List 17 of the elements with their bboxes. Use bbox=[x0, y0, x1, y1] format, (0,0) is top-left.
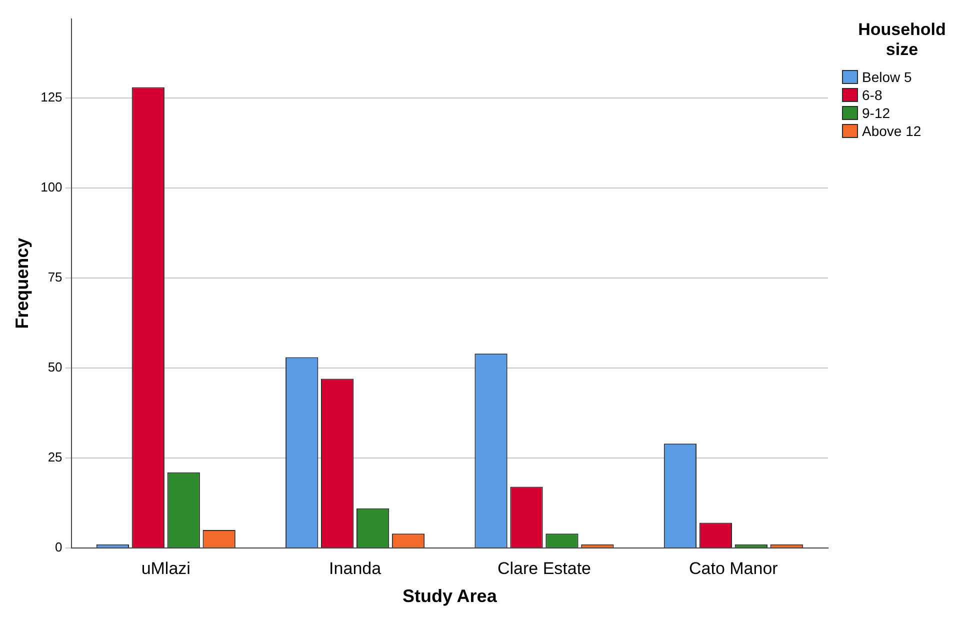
x-axis-title: Study Area bbox=[402, 586, 498, 606]
x-tick-label: uMlazi bbox=[141, 558, 190, 578]
y-tick-label: 125 bbox=[40, 90, 62, 105]
y-tick-label: 50 bbox=[48, 360, 62, 375]
y-tick-label: 75 bbox=[48, 270, 62, 285]
x-tick-label: Inanda bbox=[329, 558, 382, 578]
x-tick-label: Cato Manor bbox=[688, 558, 778, 578]
legend-label: 9-12 bbox=[862, 105, 890, 121]
legend-label: Above 12 bbox=[862, 123, 922, 139]
y-axis-title: Frequency bbox=[12, 238, 32, 329]
legend-label: Below 5 bbox=[862, 69, 912, 85]
x-tick-label: Clare Estate bbox=[497, 558, 592, 578]
y-tick-label: 100 bbox=[40, 180, 62, 195]
legend-title: Household size bbox=[857, 20, 947, 60]
legend-label: 6-8 bbox=[862, 87, 882, 103]
y-tick-label: 25 bbox=[48, 450, 62, 465]
y-tick-label: 0 bbox=[55, 540, 62, 555]
